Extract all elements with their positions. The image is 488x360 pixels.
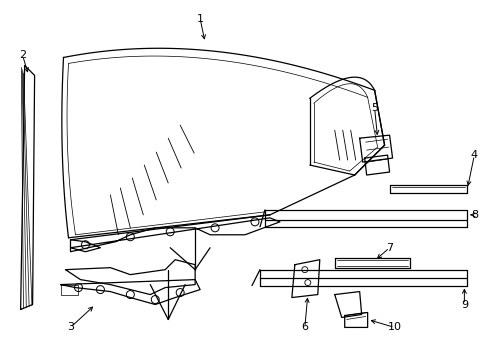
- Text: 7: 7: [385, 243, 392, 253]
- Text: 9: 9: [460, 300, 467, 310]
- Text: 6: 6: [301, 323, 308, 332]
- Text: 3: 3: [67, 323, 74, 332]
- Text: 2: 2: [19, 50, 26, 60]
- Text: 4: 4: [470, 150, 477, 160]
- Text: 1: 1: [196, 14, 203, 24]
- Text: 10: 10: [387, 323, 401, 332]
- Text: 8: 8: [470, 210, 477, 220]
- Text: 5: 5: [370, 103, 377, 113]
